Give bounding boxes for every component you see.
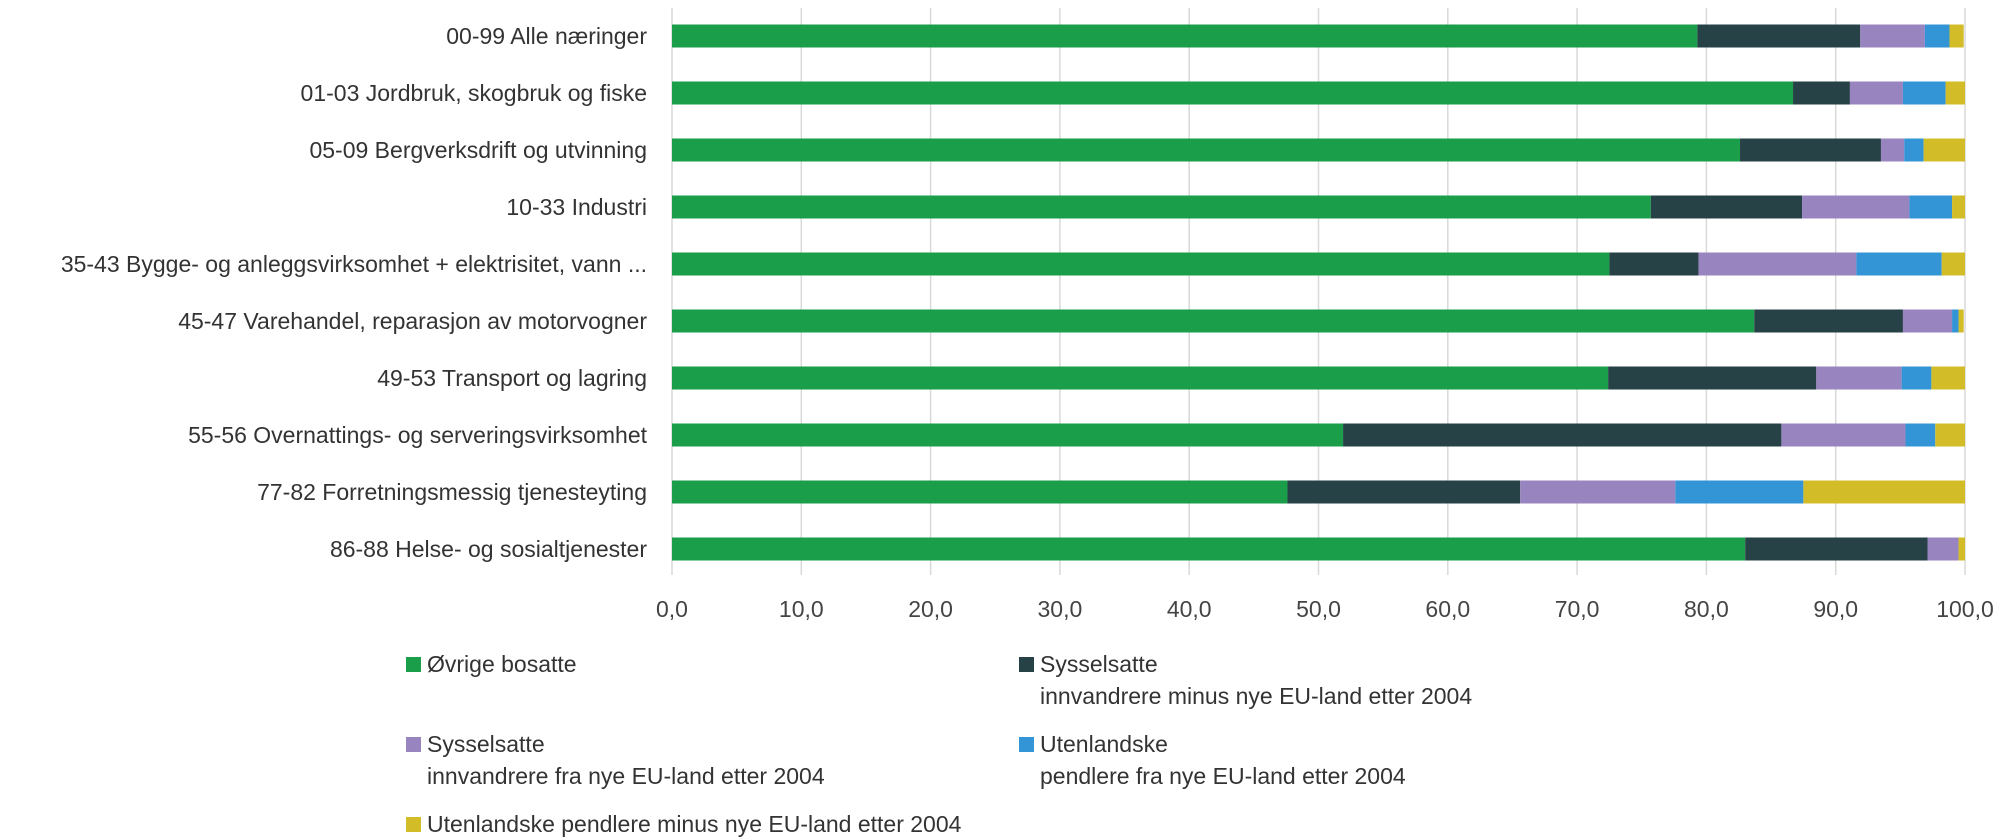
bar-segment xyxy=(1816,366,1902,390)
bar-segment xyxy=(1675,480,1804,504)
bar-segment xyxy=(672,81,1794,105)
bar-segment xyxy=(1924,24,1950,48)
category-label: 86-88 Helse- og sosialtjenester xyxy=(330,536,647,562)
bar-segment xyxy=(1905,423,1936,447)
legend-swatch xyxy=(1019,737,1034,752)
bar-segment xyxy=(672,309,1755,333)
bar-segment xyxy=(672,252,1610,276)
bar-segment xyxy=(1287,480,1521,504)
category-labels: 00-99 Alle næringer 01-03 Jordbruk, skogb… xyxy=(61,23,648,562)
bar-segment xyxy=(1958,537,1965,561)
bar-segment xyxy=(1901,366,1932,390)
bar-segment xyxy=(1904,138,1924,162)
bar-segment xyxy=(1740,138,1881,162)
bar-segment xyxy=(1609,252,1699,276)
legend: Øvrige bosatte Sysselsatte innvandrere mi… xyxy=(406,648,1906,838)
legend-item: Øvrige bosatte xyxy=(406,648,577,680)
x-tick-label: 20,0 xyxy=(908,596,953,622)
category-label: 01-03 Jordbruk, skogbruk og fiske xyxy=(301,80,647,106)
x-tick-label: 80,0 xyxy=(1684,596,1729,622)
legend-swatch xyxy=(406,657,421,672)
x-tick-label: 50,0 xyxy=(1296,596,1341,622)
legend-label: Sysselsatte innvandrere fra nye EU-land … xyxy=(427,731,825,789)
legend-label: Utenlandske pendlere minus nye EU-land e… xyxy=(427,811,962,837)
bar-segment xyxy=(1856,252,1942,276)
category-label: 35-43 Bygge- og anleggsvirksomhet + elek… xyxy=(61,251,647,277)
category-label: 05-09 Bergverksdrift og utvinning xyxy=(309,137,647,163)
bar-segment xyxy=(1343,423,1782,447)
bar-segment xyxy=(672,24,1698,48)
bar-segment xyxy=(1909,195,1953,219)
bar-segment xyxy=(1745,537,1928,561)
bar-segment xyxy=(672,138,1741,162)
bar-segment xyxy=(1860,24,1925,48)
bar-segment xyxy=(1880,138,1905,162)
category-label: 77-82 Forretningsmessig tjenesteyting xyxy=(257,479,647,505)
x-tick-label: 100,0 xyxy=(1936,596,1994,622)
legend-label: Øvrige bosatte xyxy=(427,651,577,677)
bar-segment xyxy=(1802,195,1910,219)
category-label: 49-53 Transport og lagring xyxy=(377,365,647,391)
legend-item: Sysselsatte innvandrere fra nye EU-land … xyxy=(406,728,825,792)
bar-segment xyxy=(1902,81,1946,105)
bar-segment xyxy=(1927,537,1959,561)
category-label: 00-99 Alle næringer xyxy=(446,23,647,49)
bar-segment xyxy=(672,366,1609,390)
bar-segment xyxy=(1754,309,1903,333)
bar-segment xyxy=(1941,252,1965,276)
legend-item: Utenlandske pendlere fra nye EU-land ett… xyxy=(1019,728,1406,792)
x-tick-label: 0,0 xyxy=(656,596,688,622)
x-tick-label: 60,0 xyxy=(1425,596,1470,622)
bar-segment xyxy=(672,195,1651,219)
bar-segment xyxy=(1697,24,1861,48)
legend-label: Utenlandske pendlere fra nye EU-land ett… xyxy=(1040,731,1406,789)
bar-segment xyxy=(672,480,1288,504)
bar-segment xyxy=(1935,423,1965,447)
bar-segment xyxy=(1608,366,1817,390)
x-axis-tick-labels: 0,0 10,0 20,0 30,0 40,0 50,0 60,0 70,0 80,0 90,0 1… xyxy=(656,596,1994,622)
x-tick-label: 90,0 xyxy=(1813,596,1858,622)
x-tick-label: 10,0 xyxy=(779,596,824,622)
bars xyxy=(672,24,1965,561)
bar-segment xyxy=(1803,480,1965,504)
legend-item: Utenlandske pendlere minus nye EU-land e… xyxy=(406,808,961,840)
x-tick-label: 70,0 xyxy=(1555,596,1600,622)
bar-segment xyxy=(1931,366,1965,390)
bar-segment xyxy=(1945,81,1965,105)
category-label: 55-56 Overnattings- og serveringsvirksom… xyxy=(188,422,648,448)
bar-segment xyxy=(1650,195,1803,219)
bar-segment xyxy=(1793,81,1850,105)
bar-segment xyxy=(1698,252,1857,276)
bar-segment xyxy=(672,537,1746,561)
bar-segment xyxy=(1958,309,1964,333)
category-label: 45-47 Varehandel, reparasjon av motorvog… xyxy=(178,308,647,334)
bar-segment xyxy=(1949,24,1964,48)
bar-segment xyxy=(1952,195,1965,219)
legend-swatch xyxy=(406,737,421,752)
bar-segment xyxy=(1781,423,1906,447)
bar-segment xyxy=(1849,81,1903,105)
legend-item: Sysselsatte innvandrere minus nye EU-lan… xyxy=(1019,648,1472,712)
bar-segment xyxy=(1923,138,1965,162)
legend-swatch xyxy=(1019,657,1034,672)
x-tick-label: 40,0 xyxy=(1167,596,1212,622)
legend-label: Sysselsatte innvandrere minus nye EU-lan… xyxy=(1040,651,1473,709)
bar-segment xyxy=(1520,480,1676,504)
legend-swatch xyxy=(406,817,421,832)
x-tick-label: 30,0 xyxy=(1038,596,1083,622)
bar-segment xyxy=(672,423,1344,447)
bar-segment xyxy=(1902,309,1953,333)
category-label: 10-33 Industri xyxy=(506,194,647,220)
bar-segment xyxy=(1952,309,1959,333)
